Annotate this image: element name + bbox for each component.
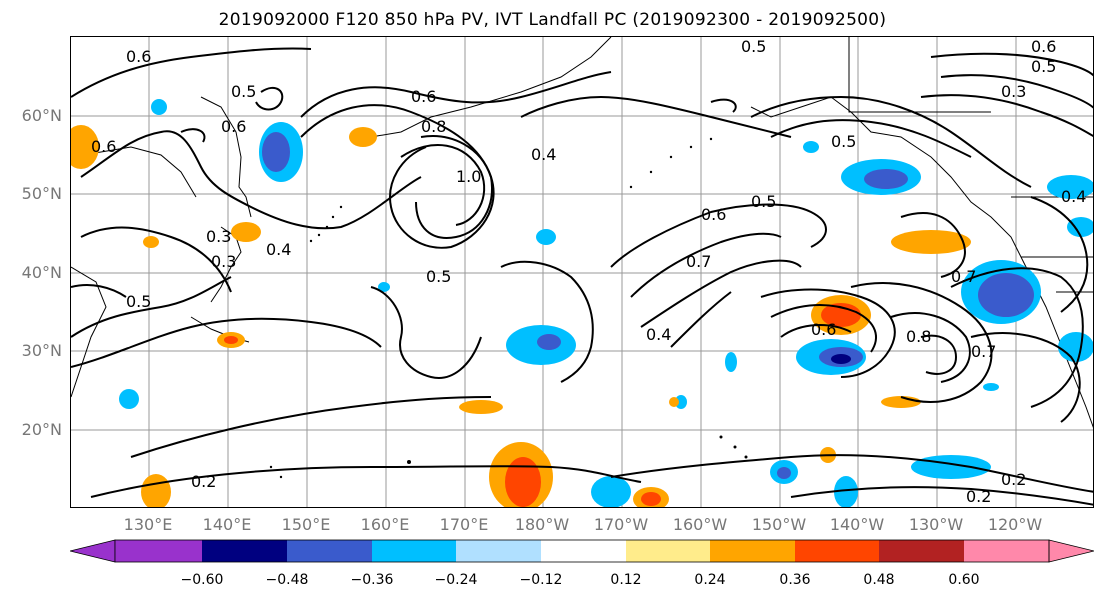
colorbar-tick: −0.36 bbox=[350, 572, 394, 588]
colorbar-tick: −0.12 bbox=[519, 572, 563, 588]
colorbar-tick: 0.48 bbox=[863, 572, 895, 588]
contour-label: 0.8 bbox=[421, 117, 446, 136]
colorbar-tick: −0.48 bbox=[265, 572, 309, 588]
contour-lines bbox=[71, 47, 1093, 506]
contour-label: 0.6 bbox=[411, 87, 436, 106]
colorbar-segment bbox=[795, 540, 879, 562]
colorbar bbox=[70, 539, 1094, 563]
contour-label: 0.5 bbox=[741, 37, 766, 56]
contour-label: 0.6 bbox=[221, 117, 246, 136]
lon-label: 140°W bbox=[829, 515, 885, 534]
colorbar-segment bbox=[456, 540, 541, 562]
contour-label: 0.3 bbox=[1001, 82, 1026, 101]
contour-label: 0.4 bbox=[531, 145, 556, 164]
colorbar-segment bbox=[115, 540, 202, 562]
colorbar-segment bbox=[372, 540, 456, 562]
lon-label: 170°W bbox=[593, 515, 649, 534]
lon-label: 170°E bbox=[439, 515, 489, 534]
island-dots bbox=[269, 137, 748, 479]
contour-label: 0.5 bbox=[751, 192, 776, 211]
contour-label-layer: 0.6 0.5 0.6 0.5 0.3 0.6 0.5 0.6 0.8 0.4 … bbox=[91, 37, 1086, 506]
lon-label: 130°E bbox=[123, 515, 173, 534]
lon-label: 140°E bbox=[202, 515, 252, 534]
contour-label: 0.4 bbox=[646, 325, 671, 344]
colorbar-segment bbox=[541, 540, 626, 562]
colorbar-outline bbox=[114, 539, 1050, 563]
colorbar-tick: 0.24 bbox=[694, 572, 726, 588]
contour-label: 0.2 bbox=[966, 487, 991, 506]
contour-label: 0.5 bbox=[426, 267, 451, 286]
colorbar-tick: −0.60 bbox=[180, 572, 224, 588]
colorbar-segment bbox=[964, 540, 1049, 562]
lat-label: 60°N bbox=[21, 106, 62, 125]
map-title: 2019092000 F120 850 hPa PV, IVT Landfall… bbox=[218, 10, 887, 30]
lon-label: 180°W bbox=[514, 515, 570, 534]
colorbar-extend-right bbox=[1048, 539, 1094, 563]
colorbar-extend-left bbox=[70, 539, 116, 563]
contour-label: 0.6 bbox=[701, 205, 726, 224]
lat-label: 50°N bbox=[21, 184, 62, 203]
contour-label: 0.6 bbox=[91, 137, 116, 156]
map-plot: 0.6 0.5 0.6 0.5 0.3 0.6 0.5 0.6 0.8 0.4 … bbox=[71, 37, 1093, 507]
contour-label: 0.5 bbox=[1031, 57, 1056, 76]
colorbar-tick: 0.12 bbox=[610, 572, 642, 588]
contour-label: 0.6 bbox=[811, 320, 836, 339]
contour-label: 0.4 bbox=[266, 240, 291, 259]
contour-label: 0.6 bbox=[126, 47, 151, 66]
lat-label: 20°N bbox=[21, 420, 62, 439]
contour-label: 0.2 bbox=[191, 472, 216, 491]
contour-label: 1.0 bbox=[456, 167, 481, 186]
gridlines bbox=[71, 37, 1093, 507]
contour-label: 0.4 bbox=[1061, 187, 1086, 206]
contour-label: 0.6 bbox=[1031, 37, 1056, 56]
lon-label: 160°W bbox=[672, 515, 728, 534]
colorbar-segment bbox=[626, 540, 710, 562]
lon-label: 160°E bbox=[360, 515, 410, 534]
contour-label: 0.8 bbox=[906, 327, 931, 346]
lon-label: 120°W bbox=[987, 515, 1043, 534]
negative-shading bbox=[119, 99, 1093, 507]
colorbar-tick: 0.60 bbox=[948, 572, 980, 588]
lon-label: 150°E bbox=[281, 515, 331, 534]
lat-label: 30°N bbox=[21, 341, 62, 360]
positive-shading bbox=[71, 125, 971, 507]
colorbar-segment bbox=[879, 540, 964, 562]
colorbar-tick: −0.24 bbox=[434, 572, 478, 588]
colorbar-segment bbox=[202, 540, 287, 562]
contour-label: 0.7 bbox=[951, 267, 976, 286]
contour-label: 0.7 bbox=[686, 252, 711, 271]
lat-label: 40°N bbox=[21, 263, 62, 282]
map-panel: 0.6 0.5 0.6 0.5 0.3 0.6 0.5 0.6 0.8 0.4 … bbox=[70, 36, 1094, 508]
lon-label: 130°W bbox=[908, 515, 964, 534]
contour-label: 0.2 bbox=[1001, 470, 1026, 489]
contour-label: 0.5 bbox=[831, 132, 856, 151]
contour-label: 0.7 bbox=[971, 342, 996, 361]
contour-label: 0.3 bbox=[211, 252, 236, 271]
contour-label: 0.5 bbox=[231, 82, 256, 101]
colorbar-segment bbox=[287, 540, 372, 562]
lon-label: 150°W bbox=[751, 515, 807, 534]
colorbar-tick: 0.36 bbox=[779, 572, 811, 588]
contour-label: 0.5 bbox=[126, 292, 151, 311]
colorbar-segment bbox=[710, 540, 795, 562]
contour-label: 0.3 bbox=[206, 227, 231, 246]
